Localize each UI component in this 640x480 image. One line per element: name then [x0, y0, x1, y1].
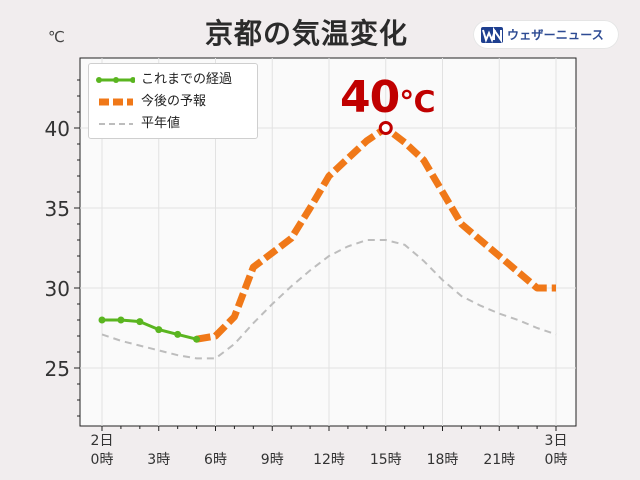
x-tick-label: 3時	[147, 452, 170, 468]
peak-annotation: 40℃	[340, 72, 436, 123]
x-tick-label: 6時	[204, 452, 227, 468]
peak-value: 40	[340, 72, 400, 123]
peak-unit: ℃	[399, 85, 435, 120]
x-tick-label: 0時	[91, 452, 114, 468]
legend-swatch-forecast	[99, 98, 133, 106]
observed-point	[117, 316, 125, 324]
x-tick-label: 2日	[91, 433, 114, 449]
marker-layer	[98, 121, 393, 343]
y-unit-label: ℃	[48, 28, 65, 46]
x-tick-label: 12時	[313, 452, 345, 468]
y-tick-label: 30	[45, 277, 70, 301]
legend-label-forecast: 今後の予報	[141, 94, 207, 109]
x-tick-label: 21時	[483, 452, 515, 468]
grid-layer	[80, 58, 576, 426]
legend-label-normal: 平年値	[141, 116, 181, 131]
tick-layer: 25 30 35 40 2日 0時 3時 6時 9時 12時 15時 18時 21時 3日 0時	[45, 79, 568, 468]
x-tick-label: 9時	[261, 452, 284, 468]
legend-swatch-observed	[96, 77, 135, 83]
y-tick-label: 40	[45, 117, 70, 141]
y-tick-label: 35	[45, 197, 70, 221]
brand-name: ウェザーニュース	[507, 28, 605, 42]
series-line-normal	[101, 239, 557, 360]
peak-marker	[378, 121, 393, 135]
x-tick-label: 15時	[370, 452, 402, 468]
observed-point	[136, 318, 144, 326]
legend: これまでの経過 今後の予報 平年値	[88, 63, 258, 139]
observed-point	[174, 330, 182, 338]
chart-title: 京都の気温変化	[205, 17, 409, 50]
wn-logo-icon	[481, 26, 503, 43]
observed-point	[193, 335, 201, 343]
legend-swatch-normal	[99, 123, 133, 125]
x-tick-label: 3日	[545, 433, 568, 449]
y-tick-label: 25	[45, 357, 70, 381]
x-tick-label: 18時	[427, 452, 459, 468]
observed-point	[98, 316, 106, 324]
legend-label-observed: これまでの経過	[141, 72, 233, 87]
observed-point	[155, 326, 163, 334]
x-tick-label: 0時	[545, 452, 568, 468]
series-line-forecast	[196, 124, 556, 343]
brand-badge: ウェザーニュース	[473, 20, 619, 49]
